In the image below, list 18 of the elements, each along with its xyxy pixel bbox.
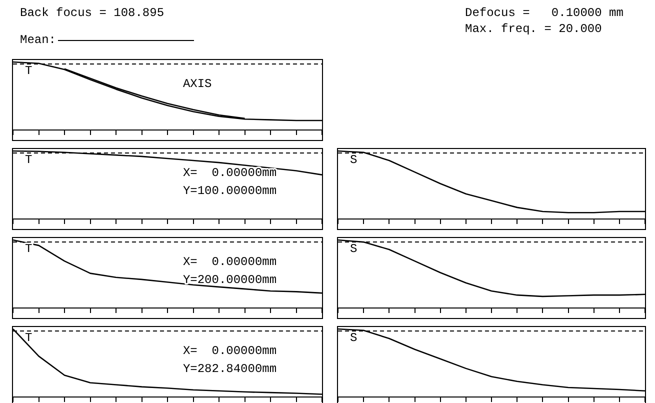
annotation: S: [350, 242, 358, 256]
annotation: T: [25, 242, 32, 256]
annotation: AXIS: [182, 77, 212, 91]
annotation: Y=282.84000mm: [182, 362, 277, 376]
annotation: S: [350, 331, 358, 345]
text: Defocus = 0.10000 mm: [465, 6, 624, 20]
annotation: X= 0.00000mm: [182, 344, 277, 358]
annotation: Y=100.00000mm: [182, 184, 277, 198]
annotation: X= 0.00000mm: [182, 255, 277, 269]
text: Back focus = 108.895: [20, 6, 164, 20]
series-label: Mean:: [20, 33, 56, 47]
annotation: Y=200.00000mm: [182, 273, 277, 287]
annotation: T: [25, 64, 32, 78]
annotation: X= 0.00000mm: [182, 166, 277, 180]
annotation: T: [25, 153, 32, 167]
text: Max. freq. = 20.000: [465, 22, 602, 36]
annotation: S: [350, 153, 358, 167]
annotation: T: [25, 331, 32, 345]
